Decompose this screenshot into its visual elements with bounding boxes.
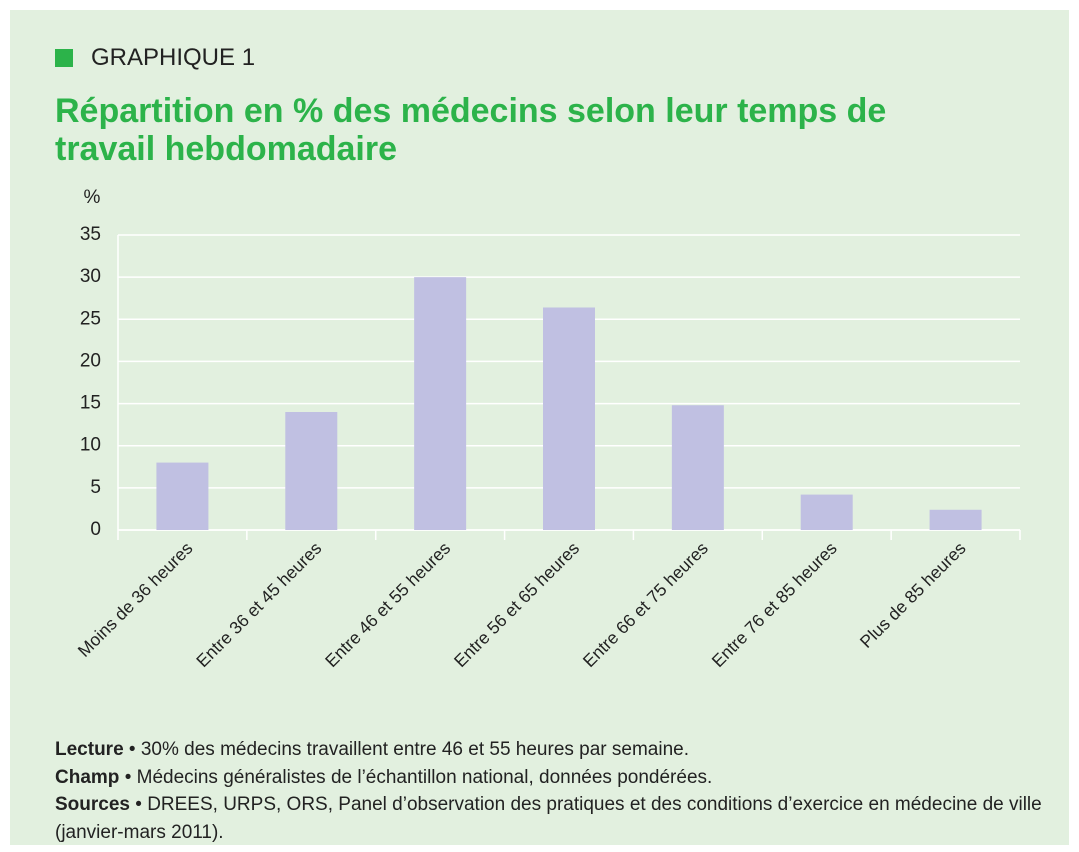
bar [543,307,595,530]
header-text: GRAPHIQUE 1 [91,44,256,71]
y-axis-label: % [84,187,101,208]
x-tick-label: Entre 76 et 85 heures [708,538,841,671]
bar [800,494,853,530]
note: Lecture • 30% des médecins travaillent e… [55,736,1045,764]
bar [929,509,982,530]
x-tick-label: Plus de 85 heures [856,538,970,652]
y-tick-label: 5 [90,477,101,498]
y-tick-label: 0 [90,519,101,540]
x-tick-label: Moins de 36 heures [74,538,197,661]
note: Champ • Médecins généralistes de l’échan… [55,764,1045,792]
bar [156,462,209,530]
note-label: Champ [55,766,120,788]
x-tick-label: Entre 56 et 65 heures [450,538,583,671]
note-text: • DREES, URPS, ORS, Panel d’observation … [55,794,1042,843]
x-tick-label: Entre 36 et 45 heures [192,538,325,671]
y-tick-label: 25 [80,308,101,329]
bar [671,405,724,530]
note: Sources • DREES, URPS, ORS, Panel d’obse… [55,791,1045,846]
bar [285,412,338,530]
y-tick-label: 20 [80,350,101,371]
note-text: • Médecins généralistes de l’échantillon… [124,766,713,788]
header: GRAPHIQUE 1 [55,44,255,72]
chart-title: Répartition en % des médecins selon leur… [55,92,887,168]
note-label: Lecture [55,739,124,760]
bar [414,277,467,530]
header-icon [55,49,73,67]
x-tick-label: Entre 66 et 75 heures [579,538,712,671]
notes: Lecture • 30% des médecins travaillent e… [55,736,1045,846]
note-label: Sources [55,794,130,815]
y-tick-label: 15 [80,393,101,414]
y-tick-label: 30 [80,266,101,287]
panel [10,10,1069,845]
note-text: • 30% des médecins travaillent entre 46 … [128,739,690,760]
y-tick-label: 10 [80,435,101,456]
y-tick-label: 35 [80,224,101,245]
x-tick-label: Entre 46 et 55 heures [321,538,454,671]
